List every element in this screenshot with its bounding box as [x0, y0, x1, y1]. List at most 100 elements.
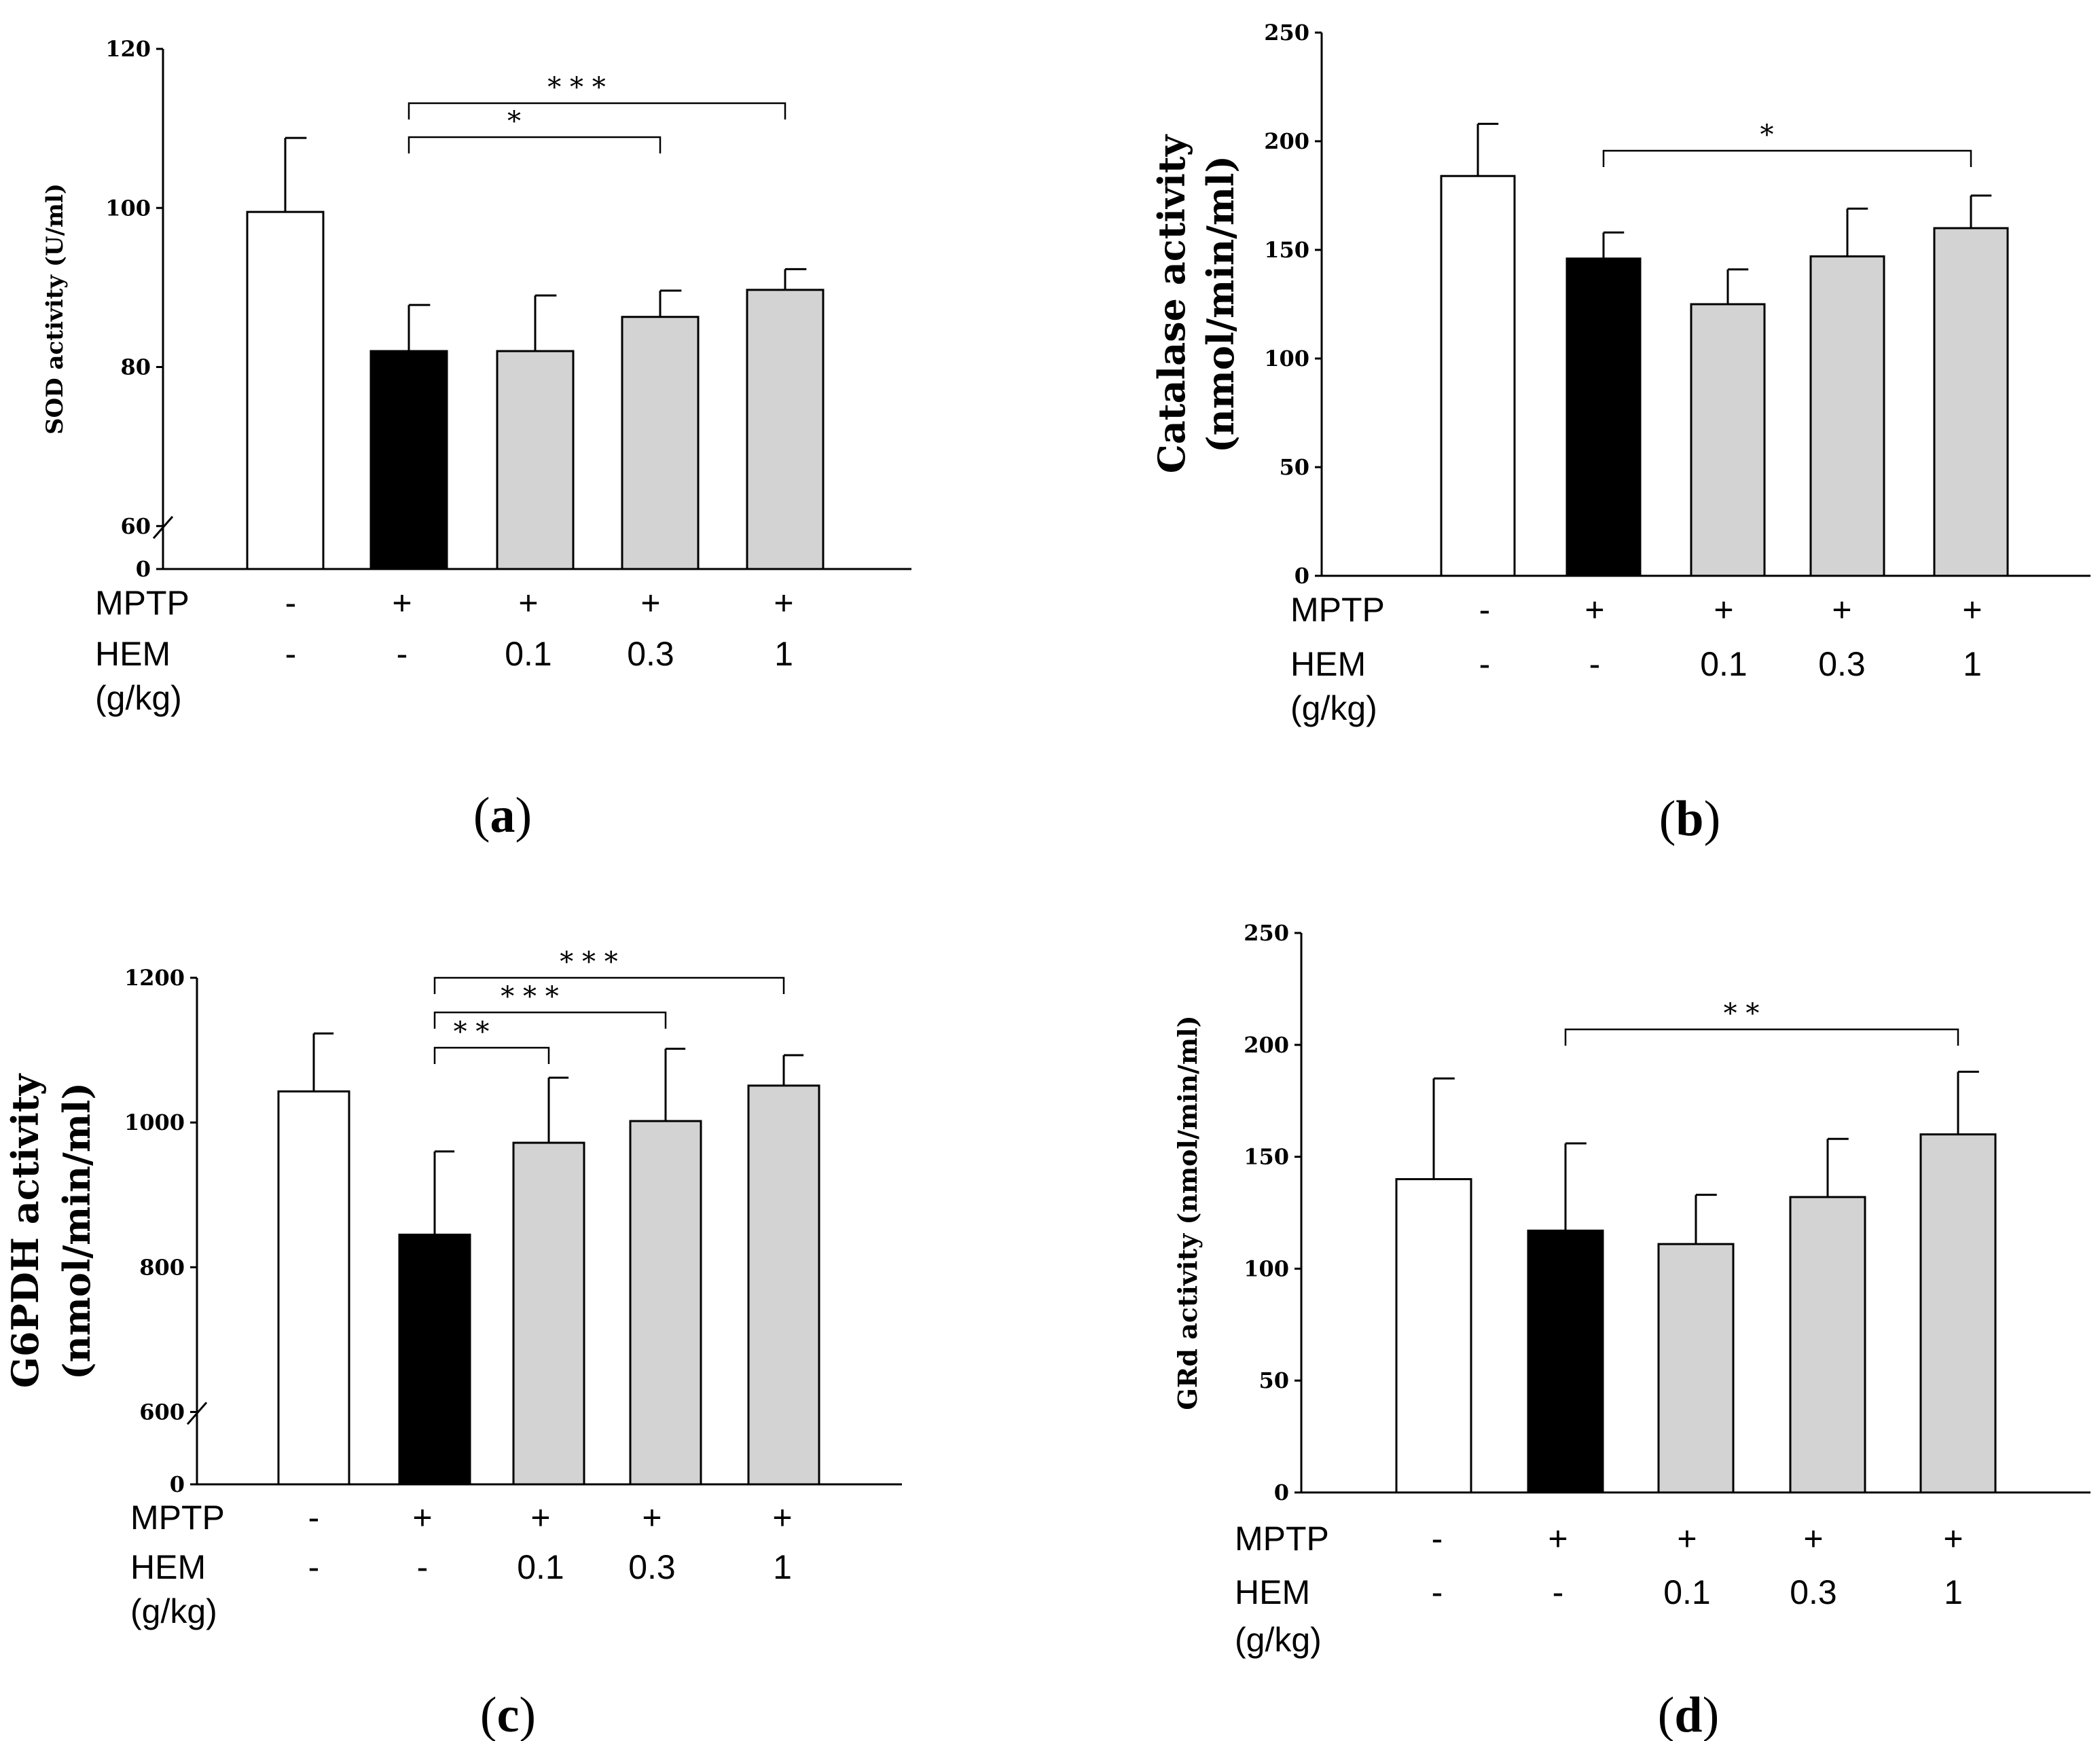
pc-sig-bracket	[433, 1046, 550, 1064]
pb-ytick-label: 150	[1264, 237, 1309, 263]
pa-sig-label: *	[507, 106, 521, 137]
pd-hem-value: -	[1553, 1573, 1564, 1611]
pd-unit-label: (g/kg)	[1235, 1621, 1322, 1659]
pd-mptp-value: +	[1677, 1520, 1697, 1558]
pd-bar	[1527, 1229, 1604, 1494]
pc-sig-bracket	[433, 1011, 667, 1029]
pa-hem-value: 0.1	[505, 635, 552, 673]
pa-bar	[746, 289, 825, 570]
pc-hem-value: 0.1	[517, 1548, 564, 1586]
pb-hem-label: HEM	[1290, 645, 1366, 683]
pb-unit-label: (g/kg)	[1290, 689, 1377, 727]
pb-ytick-label: 200	[1264, 128, 1309, 154]
pa-bar	[246, 210, 325, 570]
pa-panel-label-part: a	[490, 788, 515, 843]
pb-bar	[1690, 303, 1766, 577]
pa-mptp-value: +	[774, 584, 793, 622]
pb-sig-bracket	[1602, 149, 1972, 167]
pd-hem-value: 0.3	[1790, 1573, 1837, 1611]
pb-bar	[1440, 175, 1516, 577]
pa-sig-label: * * *	[547, 72, 605, 103]
pb-hem-value: -	[1479, 645, 1491, 683]
pc-panel-label-part: c	[497, 1687, 520, 1741]
pd-panel-label-part: )	[1703, 1687, 1720, 1741]
pa-mptp-label: MPTP	[95, 584, 189, 622]
pb-panel-label-part: (	[1659, 791, 1676, 847]
pa-ylabel-line: SOD activity (U/ml)	[41, 183, 69, 435]
pd-ytick-label: 100	[1244, 1256, 1289, 1281]
pb-hem-value: 0.3	[1818, 645, 1866, 683]
pc-mptp-value: +	[530, 1499, 550, 1537]
pc-axis-break	[186, 1401, 208, 1425]
pc-ytick-label: 800	[139, 1254, 185, 1280]
pa-hem-value: -	[397, 635, 408, 673]
pc-unit-label: (g/kg)	[130, 1592, 217, 1630]
pb-ytick-label: 0	[1295, 563, 1309, 589]
pd-hem-label: HEM	[1235, 1573, 1310, 1611]
pc-bar	[629, 1120, 702, 1486]
pd-panel-label-part: d	[1674, 1687, 1702, 1741]
pd-mptp-value: +	[1943, 1520, 1963, 1558]
pd-mptp-value: +	[1803, 1520, 1823, 1558]
pd-bar	[1395, 1178, 1472, 1494]
pd-mptp-value: -	[1432, 1520, 1443, 1558]
pb-bar	[1933, 227, 2009, 577]
pb-panel-label-part: )	[1704, 791, 1721, 847]
pb-mptp-value: -	[1479, 591, 1491, 629]
pc-sig-bracket	[433, 976, 785, 994]
pa-ytick-label: 80	[120, 354, 151, 380]
pa-ytick-label: 100	[105, 195, 151, 221]
pd-ylabel-line: GRd activity (nmol/min/ml)	[1172, 1015, 1203, 1410]
pb-mptp-value: +	[1832, 591, 1851, 629]
pc-ylabel-group: G6PDH activity (nmol/min/ml)	[3, 1073, 98, 1388]
pa-ytick-label: 60	[120, 513, 151, 539]
pd-hem-value: 0.1	[1663, 1573, 1711, 1611]
pc-bar	[398, 1233, 471, 1486]
pc-bar	[512, 1141, 585, 1486]
pc-hem-value: 1	[773, 1548, 792, 1586]
pc-ytick-label: 600	[139, 1399, 185, 1425]
pc-mptp-value: +	[412, 1499, 432, 1537]
pc-hem-label: HEM	[130, 1548, 206, 1586]
pb-ylabel-line: (nmol/min/ml)	[1199, 155, 1242, 453]
pa-panel-label-part: (	[473, 788, 490, 843]
pb-mptp-value: +	[1962, 591, 1982, 629]
pd-mptp-value: +	[1548, 1520, 1568, 1558]
pd-panel-label: (d)	[1658, 1687, 1719, 1741]
pa-axis-break	[152, 515, 174, 539]
panel-d-chart: 0 50 100 150 200 250 GRd activity (nmol/min/ml…	[1172, 920, 2090, 1741]
pa-sig-bracket	[408, 136, 662, 153]
pd-ytick-label: 150	[1244, 1144, 1289, 1170]
panel-c-chart: 0 600 800 1000 1200 G6PDH activity (nmol/min/m…	[3, 947, 902, 1741]
pd-mptp-label: MPTP	[1235, 1520, 1329, 1558]
pb-bar	[1809, 255, 1885, 577]
pa-ylabel-group: SOD activity (U/ml)	[41, 183, 69, 435]
pa-sig-bracket	[408, 102, 786, 120]
pb-ylabel-group: Catalase activity (nmol/min/ml)	[1150, 134, 1242, 473]
pa-bar	[621, 316, 700, 570]
pd-hem-value: 1	[1944, 1573, 1963, 1611]
pc-hem-value: -	[417, 1548, 429, 1586]
pa-ytick-label: 0	[136, 556, 151, 582]
pd-bar	[1789, 1196, 1866, 1494]
pc-mptp-value: +	[772, 1499, 792, 1537]
pb-ytick-label: 250	[1264, 20, 1309, 45]
pb-mptp-value: +	[1714, 591, 1733, 629]
pa-mptp-value: +	[392, 584, 412, 622]
pc-hem-value: 0.3	[628, 1548, 676, 1586]
pa-panel-label: (a)	[473, 788, 532, 843]
pc-hem-value: -	[308, 1548, 320, 1586]
pc-sig-label: * * *	[560, 947, 617, 978]
pc-ylabel-line: G6PDH activity	[3, 1073, 47, 1388]
pc-sig-label: * * *	[501, 981, 558, 1012]
pb-bar	[1565, 257, 1642, 577]
pd-sig-bracket	[1564, 1028, 1959, 1046]
pd-ylabel-group: GRd activity (nmol/min/ml)	[1172, 1015, 1203, 1410]
pc-ytick-label: 1200	[124, 965, 185, 991]
pd-ytick-label: 200	[1244, 1032, 1289, 1058]
pb-panel-label-part: b	[1676, 791, 1703, 847]
pa-hem-value: -	[285, 635, 297, 673]
pd-bar	[1919, 1133, 1997, 1494]
pa-ytick-label: 120	[105, 36, 151, 62]
